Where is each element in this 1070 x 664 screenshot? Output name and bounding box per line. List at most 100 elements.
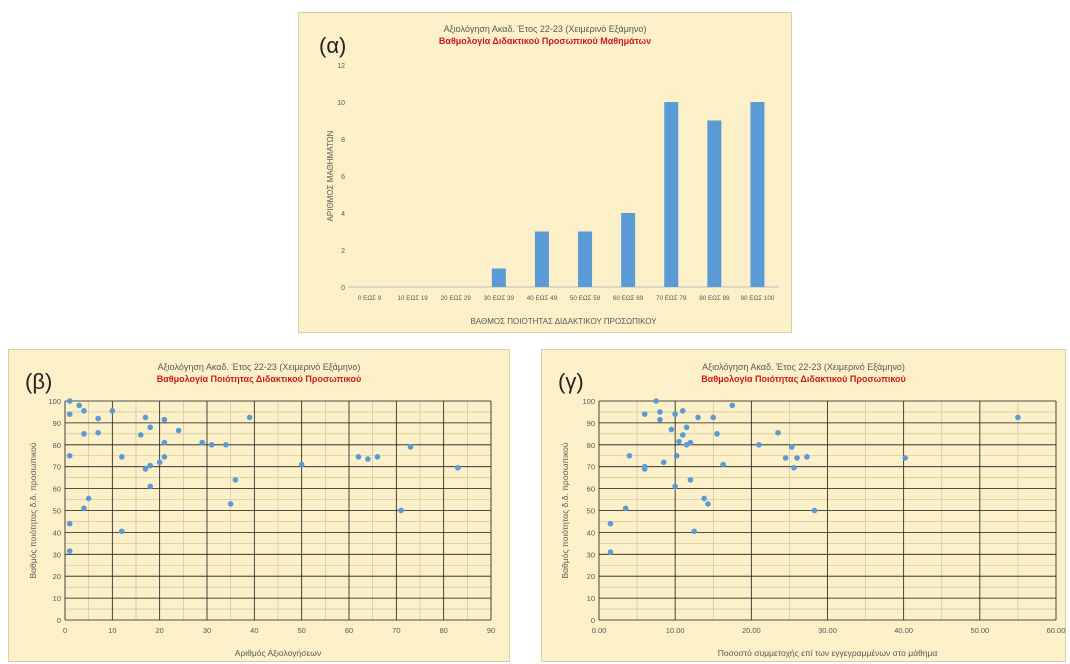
data-point [298,461,305,468]
x-tick-label: 40 ΕΩΣ 49 [527,295,558,302]
y-tick-label: 12 [337,63,345,70]
data-point [76,402,82,409]
chart-subtitle: Βαθμολογία Διδακτικού Προσωπικού Μαθημάτ… [438,36,652,46]
x-tick-label: 70 [392,626,400,635]
y-tick-label: 40 [587,528,595,537]
y-tick-label: 0 [57,616,61,625]
data-point [788,444,795,450]
data-point [720,461,726,468]
data-point [81,408,87,414]
data-point [109,408,116,414]
data-point [208,442,215,448]
data-point [355,454,362,460]
data-point [147,424,153,431]
x-tick-label: 50.00 [970,626,989,635]
data-point [676,438,682,445]
y-tick-label: 50 [53,507,61,516]
y-axis-label: Βαθμός ποιότητας δ.δ. προσωπικού [560,442,570,578]
y-tick-label: 6 [341,174,345,181]
data-point [701,495,707,502]
scatter-percent-panel: (γ) Αξιολόγηση Ακαδ. Έτος 22-23 (Χειμερι… [541,349,1066,662]
y-tick-label: 80 [53,441,61,450]
data-point [672,411,678,417]
data-point [66,452,73,459]
x-tick-label: 90 ΕΩΣ 100 [741,295,775,302]
data-point [626,452,633,459]
chart-title: Αξιολόγηση Ακαδ. Έτος 22-23 (Χειμερινό Ε… [443,24,647,34]
y-tick-label: 10 [587,594,595,603]
chart-subtitle: Βαθμολογία Ποιότητας Διδακτικού Προσωπικ… [701,374,906,384]
data-point [729,402,736,409]
data-point [775,429,781,436]
data-point [398,507,404,514]
data-point [691,528,698,535]
data-point [161,454,168,460]
y-tick-label: 60 [53,485,61,494]
panel-label: (α) [319,33,347,58]
data-point [95,415,101,422]
data-point [142,466,149,472]
y-tick-label: 2 [341,248,345,255]
y-tick-label: 30 [53,550,61,559]
data-point [137,432,144,438]
data-point [811,507,818,514]
data-point [156,459,163,466]
x-tick-label: 0.00 [592,626,607,635]
data-point [794,455,800,461]
y-tick-label: 20 [587,572,595,581]
data-point [791,464,797,471]
data-point [683,424,690,431]
x-tick-label: 10.00 [666,626,685,635]
data-point [365,456,371,462]
y-tick-label: 20 [53,572,61,581]
data-point [246,414,253,421]
x-tick-label: 10 [108,626,116,635]
data-point [81,431,87,437]
data-point [668,426,675,433]
data-point [455,464,461,471]
data-point [672,483,678,490]
data-point [673,452,680,459]
bar-chart-canvas: 0 2 4 6 8 10 12 0 ΕΩΣ 9 10 ΕΩΣ 19 20 ΕΩΣ 29 30 ΕΩΣ… [326,63,779,326]
x-tick-label: 30 [203,626,211,635]
data-point [119,454,125,460]
x-tick-label: 60 ΕΩΣ 69 [613,295,644,302]
data-point [714,431,720,437]
y-tick-label: 0 [341,285,345,292]
scatter-count-canvas: 0 10 20 30 40 50 60 70 80 90 100 0 10 20 30 40 50 60 70 80 9… [28,397,495,658]
data-point [607,520,614,527]
data-point [657,409,663,415]
data-point [199,439,206,446]
x-tick-label: 0 [63,626,67,635]
data-point [687,477,694,483]
y-tick-label: 90 [53,419,61,428]
x-tick-label: 80 [439,626,447,635]
data-point [142,414,149,421]
y-tick-label: 100 [582,397,595,406]
data-point [85,495,92,502]
x-axis-label: Αριθμός Αξιολογήσεων [235,648,321,658]
x-tick-label: 50 [297,626,305,635]
x-tick-label: 50 ΕΩΣ 59 [570,295,601,302]
data-point [710,414,717,421]
x-tick-label: 40.00 [894,626,913,635]
x-tick-label: 20 ΕΩΣ 29 [441,295,472,302]
y-tick-label: 60 [587,485,595,494]
y-tick-label: 70 [587,463,595,472]
data-point [804,454,810,460]
bar [578,231,593,287]
data-point [66,548,73,554]
data-point [232,477,239,483]
data-point [66,520,73,527]
panel-label: (γ) [558,369,584,394]
data-point [374,454,381,460]
x-tick-label: 60.00 [1047,626,1066,635]
chart-title: Αξιολόγηση Ακαδ. Έτος 22-23 (Χειμερινό Ε… [702,362,905,372]
y-tick-label: 10 [337,100,345,107]
bar [491,268,506,287]
data-point [607,549,614,555]
y-axis-label: Βαθμός ποιότητας δ.δ. προσωπικού [28,442,38,578]
y-tick-label: 0 [591,616,595,625]
data-point [407,444,414,450]
data-point [161,439,168,446]
